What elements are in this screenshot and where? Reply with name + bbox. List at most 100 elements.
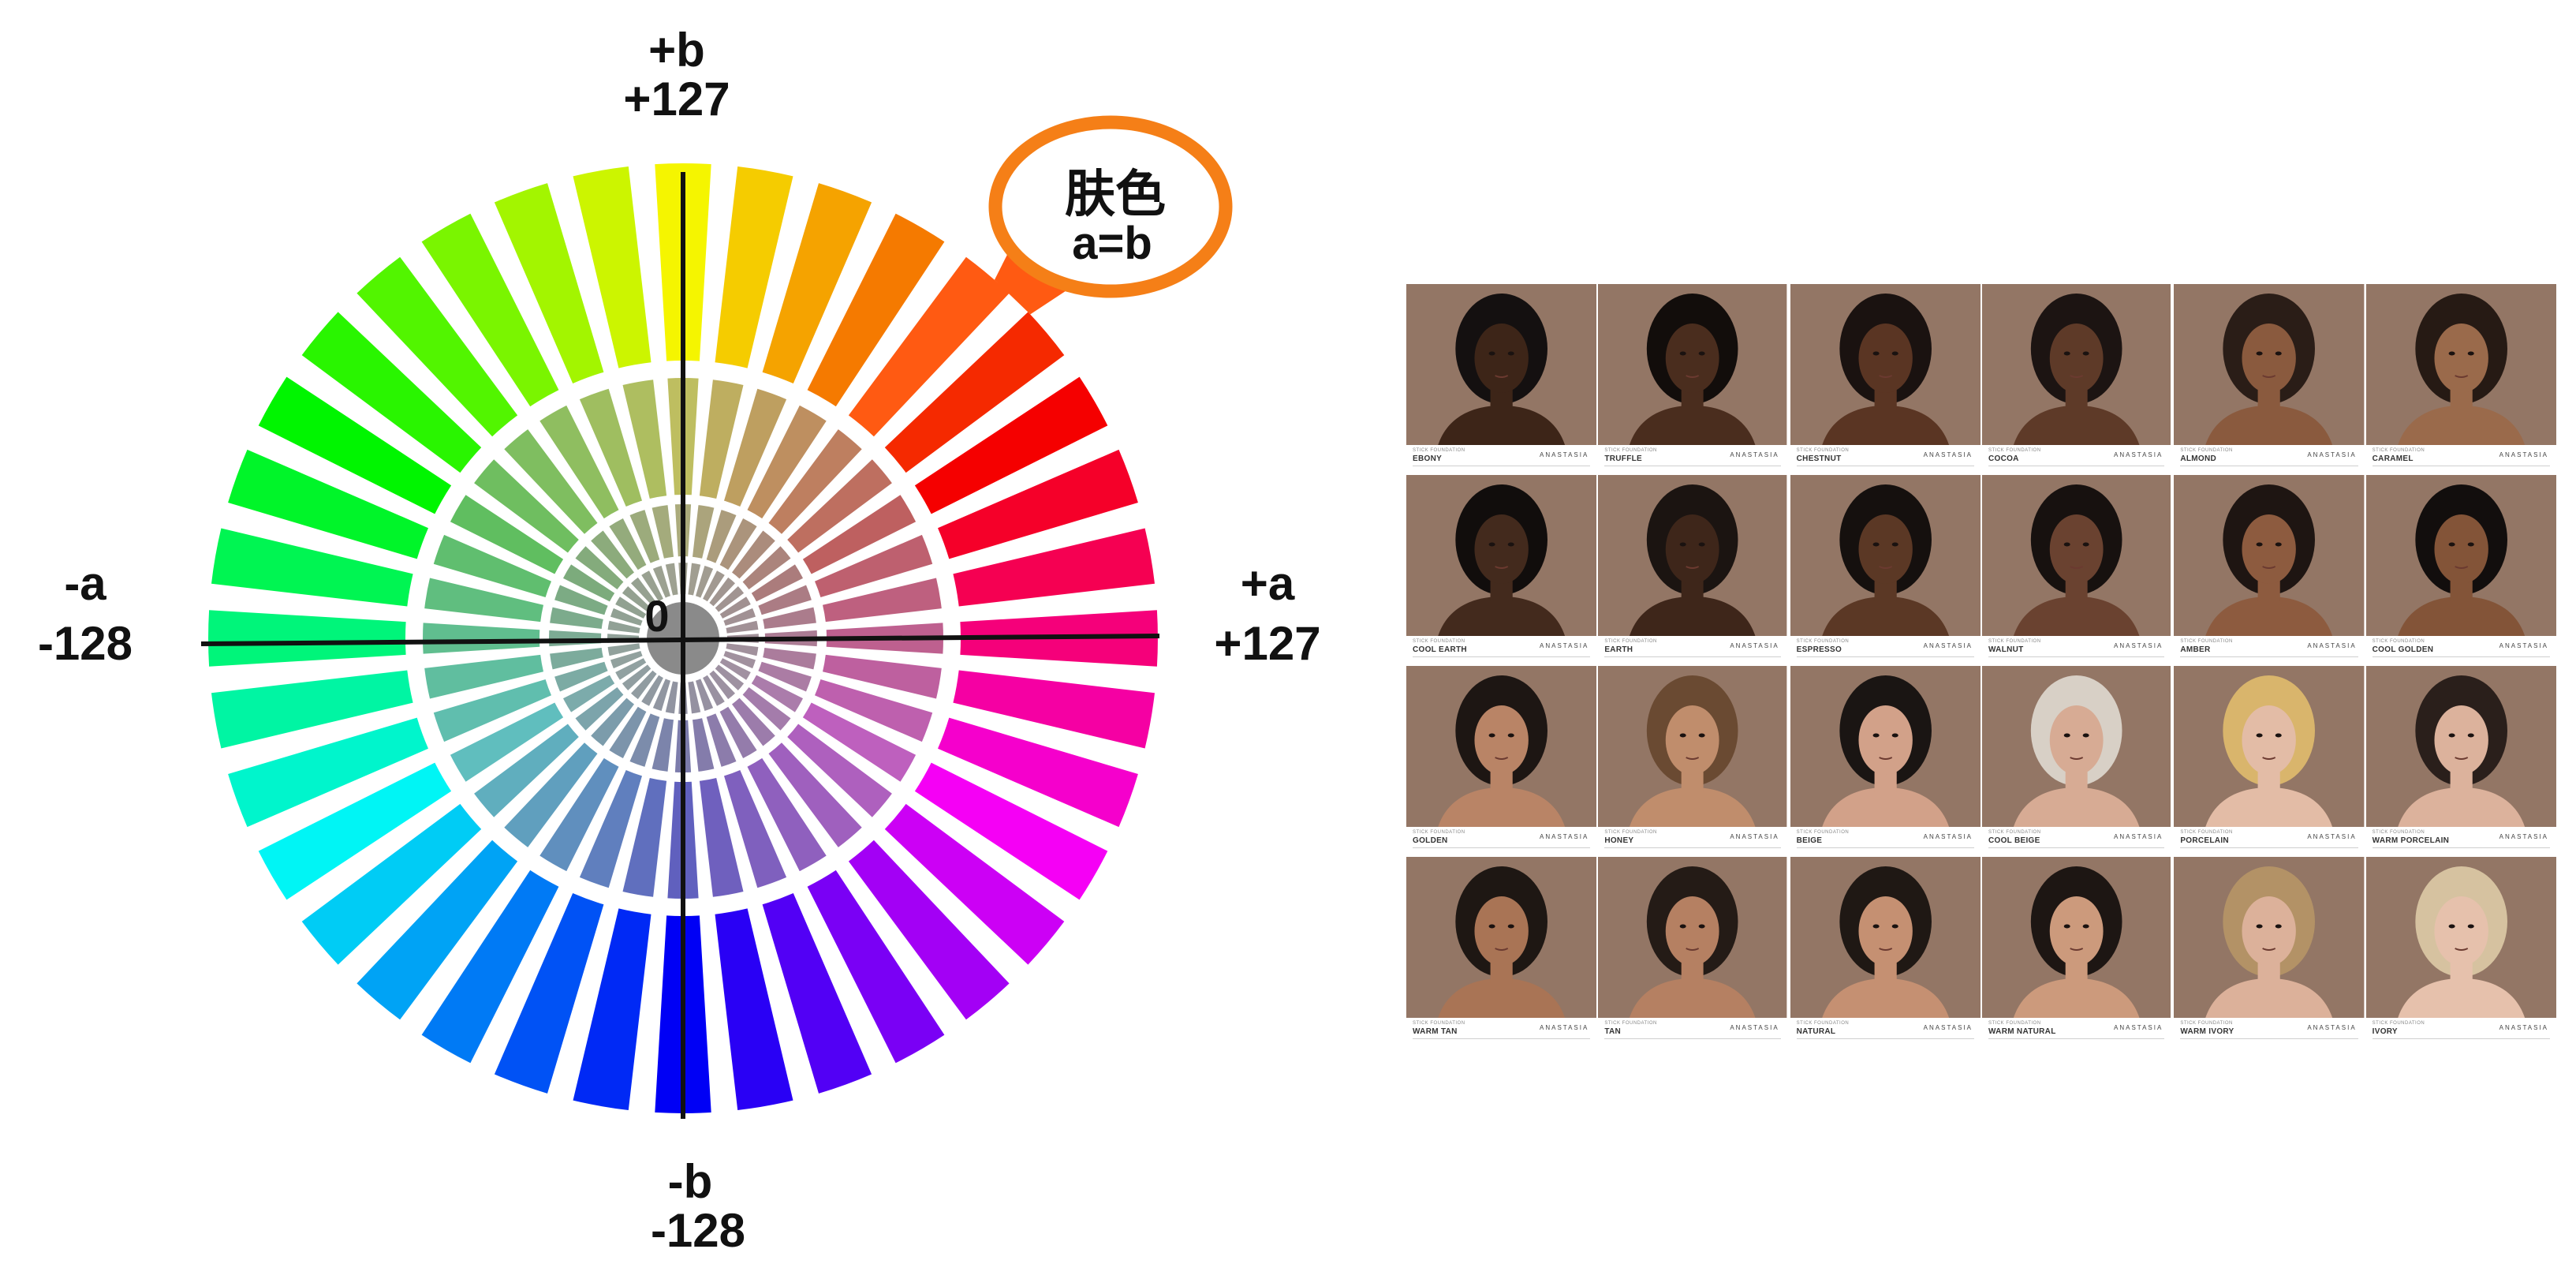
brand-logo-text: ANASTASIA [1540,1024,1589,1031]
wheel-segment [579,770,642,888]
shade-caption: STICK FOUNDATION COOL GOLDEN ANASTASIA [2365,638,2556,660]
shade-card: STICK FOUNDATION CARAMEL ANASTASIA [2365,284,2558,469]
wheel-segment [719,706,757,758]
shade-name: COOL BEIGE [1988,836,2040,845]
shade-caption: STICK FOUNDATION TAN ANASTASIA [1598,1019,1787,1042]
wheel-segment [424,654,543,699]
shade-card: STICK FOUNDATION AMBER ANASTASIA [2174,475,2366,660]
product-label: STICK FOUNDATION [1604,1021,1657,1026]
caption-divider [1988,1038,2165,1039]
brand-logo-text: ANASTASIA [1540,833,1589,840]
wheel-segment [563,675,615,712]
model-portrait-photo [1790,666,1981,827]
bottom-axis-label: -b [668,1155,713,1208]
caption-divider [1604,1038,1781,1039]
callout-ellipse [988,115,1233,298]
wheel-segment [719,658,751,680]
shade-caption: STICK FOUNDATION CARAMEL ANASTASIA [2365,447,2556,469]
caption-divider [2180,847,2358,848]
wheel-segment [607,620,640,634]
shade-name: WARM IVORY [2180,1027,2234,1036]
wheel-segment [450,495,564,574]
wheel-segment [357,840,518,1020]
wheel-segment [763,648,816,670]
wheel-segment [724,770,787,888]
wheel-segment [301,312,482,473]
shade-card: STICK FOUNDATION BEIGE ANASTASIA [1790,666,1982,851]
shade-card: STICK FOUNDATION WARM PORCELAIN ANASTASIA [2365,666,2558,851]
wheel-segment [703,675,725,706]
brand-logo-text: ANASTASIA [1540,451,1589,458]
shade-card: STICK FOUNDATION TRUFFLE ANASTASIA [1598,284,1790,469]
center-label: 0 [644,591,669,641]
caption-divider [1413,1038,1591,1039]
wheel-segment [652,566,670,598]
caption-divider [1988,847,2165,848]
wheel-segment [848,840,1010,1020]
model-portrait-photo [1598,284,1787,445]
wheel-segment [732,697,775,746]
wheel-segment [884,803,1065,965]
wheel-segment [665,563,678,596]
wheel-segment [914,762,1108,900]
wheel-segment [631,670,657,700]
caption-divider [1796,847,1974,848]
product-label: STICK FOUNDATION [1796,448,1850,453]
wheel-segment [211,670,413,749]
caption-divider [1796,1038,1974,1039]
shade-name: WARM TAN [1413,1027,1458,1036]
shade-card: STICK FOUNDATION COOL GOLDEN ANASTASIA [2365,475,2558,660]
caption-divider [1413,656,1591,657]
wheel-segment [747,757,827,872]
shade-name: AMBER [2180,645,2211,654]
wheel-segment [732,530,775,579]
top-axis-value: +127 [623,73,730,125]
wheel-segment [622,778,667,897]
product-label: STICK FOUNDATION [1796,639,1850,644]
shade-name: WARM PORCELAIN [2372,836,2450,845]
model-portrait-photo [1406,857,1597,1018]
product-label: STICK FOUNDATION [1604,639,1657,644]
wheel-segment [615,658,647,680]
shade-name: ALMOND [2180,454,2217,463]
product-label: STICK FOUNDATION [1796,1021,1850,1026]
shade-caption: STICK FOUNDATION WARM TAN ANASTASIA [1406,1019,1597,1042]
wheel-segment [751,675,803,712]
product-label: STICK FOUNDATION [1796,830,1850,835]
product-label: STICK FOUNDATION [1604,448,1657,453]
wheel-segment [258,376,452,514]
shade-caption: STICK FOUNDATION CHESTNUT ANASTASIA [1790,447,1981,469]
caption-divider [1988,656,2165,657]
shade-caption: STICK FOUNDATION WARM IVORY ANASTASIA [2174,1019,2365,1042]
shade-card: STICK FOUNDATION COOL BEIGE ANASTASIA [1981,666,2175,851]
brand-logo-text: ANASTASIA [2307,451,2357,458]
product-label: STICK FOUNDATION [1988,1021,2041,1026]
brand-logo-text: ANASTASIA [1730,451,1779,458]
wheel-segment [884,312,1065,473]
wheel-segment [474,724,579,817]
wheel-segment [474,459,579,553]
shade-name: TAN [1604,1027,1622,1036]
shade-caption: STICK FOUNDATION PORCELAIN ANASTASIA [2174,828,2365,851]
wheel-segment [554,661,608,692]
wheel-segment [591,697,634,746]
wheel-segment [715,586,745,612]
shade-card: STICK FOUNDATION COOL EARTH ANASTASIA [1406,475,1599,660]
wheel-segment [815,534,933,597]
wheel-segment [610,608,643,626]
wheel-segment [715,908,793,1110]
shade-name: NATURAL [1796,1027,1836,1036]
wheel-segment [575,546,624,589]
shade-card: STICK FOUNDATION EARTH ANASTASIA [1598,475,1790,660]
bottom-axis-value: -128 [651,1204,745,1257]
wheel-segment [723,608,756,626]
wheel-segment [693,505,715,559]
wheel-segment [699,380,744,499]
wheel-segment [709,577,735,607]
right-axis-value: +127 [1214,617,1320,670]
model-portrait-photo [1981,666,2171,827]
model-portrait-photo [2174,475,2365,636]
wheel-segment [723,651,756,669]
caption-divider [2372,847,2550,848]
caption-divider [2180,1038,2358,1039]
